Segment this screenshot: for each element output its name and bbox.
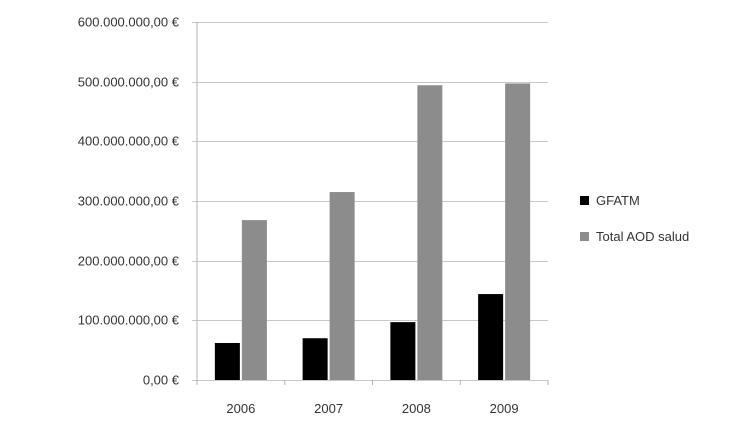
bar-gfatm-2009 — [478, 294, 504, 380]
legend-label: GFATM — [596, 193, 640, 208]
legend-label: Total AOD salud — [596, 229, 689, 244]
y-tick-label: 300.000.000,00 € — [78, 194, 180, 209]
bar-gfatm-2006 — [214, 343, 240, 380]
bar-total-aod-salud-2007 — [329, 192, 355, 380]
legend-swatch — [580, 196, 589, 205]
x-tick-label: 2009 — [490, 401, 519, 416]
y-tick-label: 500.000.000,00 € — [78, 75, 180, 90]
y-tick-label: 0,00 € — [143, 373, 180, 388]
y-axis: 0,00 € 100.000.000,00 € 200.000.000,00 € 30… — [78, 15, 198, 388]
x-tick-label: 2008 — [402, 401, 431, 416]
bar-total-aod-salud-2008 — [417, 85, 443, 380]
x-tick-label: 2006 — [226, 401, 255, 416]
y-tick-label: 400.000.000,00 € — [78, 134, 180, 149]
x-tick-label: 2007 — [314, 401, 343, 416]
bar-gfatm-2007 — [302, 338, 328, 380]
legend: GFATM Total AOD salud — [580, 193, 689, 244]
bar-total-aod-salud-2009 — [505, 83, 531, 380]
y-tick-label: 600.000.000,00 € — [78, 15, 180, 30]
bar-total-aod-salud-2006 — [241, 220, 267, 380]
bar-gfatm-2008 — [390, 322, 416, 380]
legend-swatch — [580, 232, 589, 241]
y-tick-label: 100.000.000,00 € — [78, 313, 180, 328]
x-axis: 2006 2007 2008 2009 — [196, 380, 549, 416]
y-tick-label: 200.000.000,00 € — [78, 254, 180, 269]
bars — [214, 83, 531, 380]
